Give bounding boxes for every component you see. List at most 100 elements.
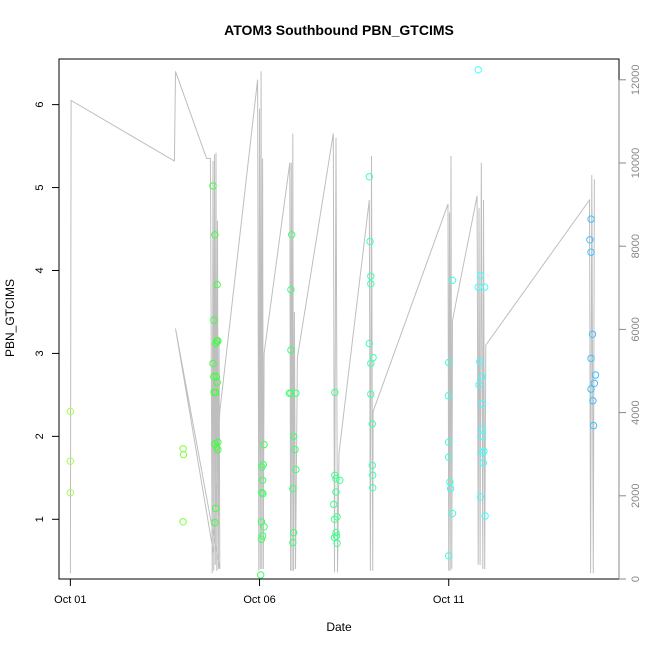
- data-point: [475, 381, 483, 389]
- data-point: [367, 390, 375, 398]
- data-point: [446, 484, 455, 493]
- data-point: [476, 358, 484, 366]
- data-point: [445, 453, 453, 461]
- data-point: [586, 236, 594, 244]
- data-point: [209, 182, 217, 190]
- data-point: [368, 420, 376, 428]
- y-axis: 1 2 3 4 5 6: [34, 102, 59, 522]
- data-point: [179, 445, 187, 453]
- data-point: [260, 440, 268, 449]
- data-point: [481, 283, 489, 291]
- data-point: [444, 392, 453, 400]
- data-point: [478, 372, 486, 381]
- data-point: [214, 438, 222, 446]
- data-point: [211, 231, 219, 239]
- x-axis: Oct 01 Oct 06 Oct 11: [54, 578, 465, 606]
- data-point: [257, 571, 265, 579]
- data-point: [448, 276, 457, 285]
- data-point: [445, 438, 453, 446]
- data-point: [212, 372, 221, 381]
- data-point: [289, 484, 297, 493]
- data-point: [292, 465, 300, 474]
- data-point: [214, 337, 222, 345]
- x-tick-label: Oct 06: [243, 594, 275, 606]
- data-point: [331, 388, 339, 397]
- data-point: [260, 523, 268, 531]
- data-point: [587, 215, 595, 223]
- data-point: [211, 518, 219, 527]
- data-point: [448, 509, 457, 518]
- data-point: [478, 400, 487, 408]
- data-point: [289, 528, 298, 537]
- data-point: [369, 484, 377, 492]
- data-point: [365, 339, 373, 348]
- data-point: [480, 447, 488, 455]
- data-point: [366, 237, 374, 246]
- data-point: [258, 532, 267, 540]
- y-tick-label: 6: [34, 102, 46, 108]
- chart-title: ATOM3 Southbound PBN_GTCIMS: [224, 22, 454, 38]
- data-point: [258, 476, 267, 484]
- data-point: [213, 280, 221, 289]
- data-point: [292, 389, 300, 397]
- data-point: [289, 432, 298, 441]
- data-point: [211, 388, 220, 397]
- data-point: [478, 449, 487, 457]
- data-point: [331, 471, 339, 479]
- data-point: [589, 397, 597, 405]
- grey-line-trace: [69, 71, 595, 574]
- data-point: [330, 515, 339, 523]
- data-point: [365, 173, 373, 181]
- y-axis-label: PBN_GTCIMS: [3, 279, 17, 357]
- data-point: [66, 489, 75, 497]
- data-point: [481, 512, 489, 520]
- y-tick-label: 2: [34, 433, 46, 439]
- data-point: [591, 371, 600, 379]
- data-point: [259, 489, 267, 498]
- data-point: [333, 539, 341, 547]
- data-point: [211, 504, 220, 513]
- right-y-tick-label: 2000: [630, 484, 642, 508]
- data-point: [289, 538, 297, 547]
- x-tick-label: Oct 01: [54, 594, 86, 606]
- x-axis-label: Date: [326, 620, 352, 634]
- y-tick-label: 4: [34, 267, 46, 273]
- data-point: [367, 359, 375, 368]
- data-point: [332, 474, 340, 483]
- data-point: [332, 528, 340, 537]
- y-tick-label: 5: [34, 184, 46, 190]
- data-point: [214, 445, 222, 454]
- data-point: [367, 280, 375, 288]
- data-point: [476, 493, 485, 501]
- right-y-tick-label: 8000: [630, 234, 642, 258]
- data-point: [336, 476, 344, 484]
- data-point: [478, 432, 487, 441]
- data-point: [333, 513, 341, 521]
- data-point: [179, 518, 187, 526]
- right-y-tick-label: 12000: [630, 65, 642, 96]
- right-y-tick-label: 6000: [630, 317, 642, 341]
- data-point: [257, 535, 266, 543]
- x-tick-label: Oct 11: [433, 594, 465, 606]
- data-point: [590, 379, 599, 387]
- data-point: [478, 425, 487, 433]
- data-point: [445, 552, 453, 560]
- data-point: [368, 461, 376, 470]
- data-point: [589, 421, 598, 430]
- data-point: [332, 532, 341, 540]
- data-point: [259, 460, 267, 469]
- right-y-tick-label: 4000: [630, 400, 642, 424]
- data-point: [210, 372, 218, 381]
- data-point: [210, 316, 218, 324]
- data-point: [332, 488, 340, 496]
- data-point: [209, 359, 217, 368]
- data-point: [369, 471, 377, 479]
- data-point: [587, 248, 595, 256]
- right-y-tick-label: 10000: [630, 148, 642, 179]
- data-point: [367, 272, 375, 280]
- y-tick-label: 3: [34, 350, 46, 356]
- data-point: [66, 407, 75, 416]
- data-point: [445, 358, 453, 367]
- data-point: [587, 385, 595, 393]
